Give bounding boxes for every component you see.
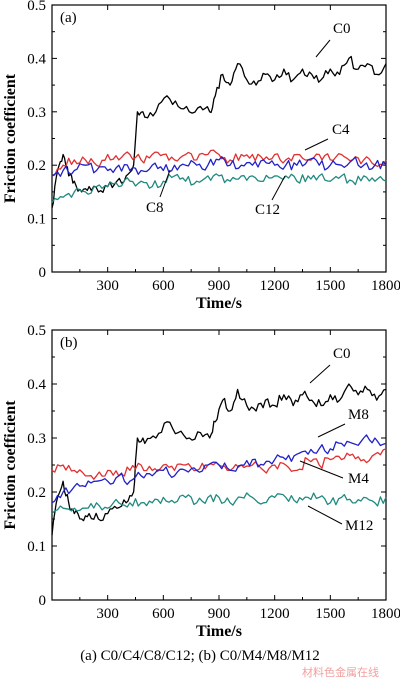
leader-line-m4	[299, 460, 344, 479]
x-tick-label: 300	[96, 278, 119, 294]
leader-line-c0	[315, 39, 331, 58]
plot-frame	[51, 4, 387, 273]
y-tick-label: 0.2	[27, 158, 46, 174]
x-tick-label: 900	[208, 278, 231, 294]
series-label-m12: M12	[345, 518, 373, 534]
x-tick-label: 300	[96, 606, 119, 622]
panel-b: 0 0.1 0.2 0.3 0.4 0.5 300 600 900 1200 1500 1800 Tim…	[2, 323, 400, 640]
y-tick-label: 0.1	[27, 212, 46, 228]
y-axis-title: Friction coefficient	[2, 400, 19, 530]
x-tick-label: 1200	[260, 606, 290, 622]
x-tick-label: 600	[152, 606, 175, 622]
x-axis-title: Time/s	[196, 623, 242, 640]
series-line-c4	[51, 149, 387, 177]
y-tick-label: 0.3	[27, 431, 46, 447]
leader-line-m8	[317, 423, 346, 438]
series-line-m8	[51, 434, 387, 504]
series-label-c0: C0	[333, 346, 351, 362]
leader-line-c12	[271, 175, 286, 201]
leader-line-m12	[307, 505, 343, 525]
y-tick-label: 0.2	[27, 485, 46, 501]
series-label-c8: C8	[146, 200, 164, 216]
y-axis-title: Friction coefficient	[2, 73, 19, 203]
x-tick-label: 600	[152, 278, 175, 294]
series-line-c0	[51, 383, 387, 536]
y-tick-label: 0.4	[27, 377, 46, 393]
figure-caption: (a) C0/C4/C8/C12; (b) C0/M4/M8/M12	[80, 648, 320, 664]
panel-a: 0 0.1 0.2 0.3 0.4 0.5 300 600 900 1200 1500 1800 Tim…	[2, 0, 400, 312]
y-tick-label: 0.4	[27, 51, 46, 67]
x-tick-label: 1800	[371, 606, 400, 622]
series-label-m4: M4	[348, 471, 369, 487]
series-label-c12: C12	[255, 202, 280, 218]
x-tick-label: 1800	[371, 278, 400, 294]
x-axis-title: Time/s	[196, 295, 242, 312]
leader-line-c0	[309, 364, 331, 384]
leader-line-c4	[304, 138, 329, 151]
y-tick-label: 0.5	[27, 323, 46, 339]
series-line-c8	[51, 156, 387, 177]
series-label-c0: C0	[333, 21, 351, 37]
x-tick-label: 1500	[315, 606, 345, 622]
y-tick-label: 0.3	[27, 105, 46, 121]
leader-line-c8	[159, 169, 171, 198]
series-label-c4: C4	[332, 122, 350, 138]
series-line-m4	[51, 448, 387, 480]
series-label-m8: M8	[348, 407, 369, 423]
x-tick-label: 1500	[315, 278, 345, 294]
series-line-c12	[51, 173, 387, 203]
y-tick-label: 0	[39, 265, 47, 281]
y-tick-label: 0.5	[27, 0, 46, 14]
x-tick-label: 900	[208, 606, 231, 622]
panel-tag: (b)	[60, 335, 78, 351]
x-tick-label: 1200	[260, 278, 290, 294]
y-tick-label: 0	[39, 593, 47, 609]
series-line-m12	[51, 492, 387, 515]
y-tick-label: 0.1	[27, 539, 46, 555]
panel-tag: (a)	[60, 10, 77, 26]
watermark: 材料色金属在线	[302, 666, 379, 679]
